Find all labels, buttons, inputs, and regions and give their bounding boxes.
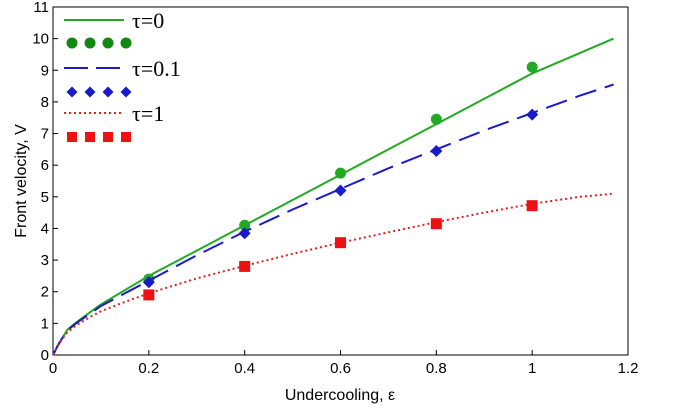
data-point-diamond (334, 184, 347, 197)
y-tick-label: 5 (41, 189, 49, 206)
x-tick-label: 0.2 (138, 360, 159, 377)
y-tick-label: 11 (33, 0, 49, 16)
legend-marker-diamond (66, 86, 78, 98)
series-layer (52, 37, 614, 356)
legend-marker-diamond (102, 86, 114, 98)
series-line-0 (52, 37, 614, 356)
data-point-diamond (238, 227, 251, 240)
data-point-diamond (526, 108, 539, 121)
y-axis-title: Front velocity, V (13, 124, 30, 238)
data-point-square (430, 218, 442, 230)
y-tick-label: 2 (41, 284, 49, 301)
legend-marker-diamond (120, 86, 132, 98)
x-axis: 0 0.2 0.4 0.6 0.8 1 1.2 (49, 350, 639, 377)
y-tick-label: 1 (41, 315, 49, 332)
legend-marker-circle (66, 37, 78, 49)
legend-marker-circle (84, 37, 96, 49)
data-point-circle (335, 167, 346, 179)
y-axis: 0 1 2 3 4 5 6 7 8 9 10 11 (32, 0, 58, 364)
x-tick-label: 0.6 (330, 360, 351, 377)
x-tick-label: 0.8 (426, 360, 447, 377)
y-tick-label: 8 (41, 94, 49, 111)
y-tick-label: 3 (41, 252, 49, 269)
legend-marker-square (103, 132, 113, 142)
legend-marker-circle (120, 37, 132, 49)
data-point-square (239, 260, 251, 272)
data-point-circle (430, 113, 442, 125)
x-tick-label: 0 (49, 360, 57, 377)
data-point-diamond (430, 144, 443, 157)
data-point-circle (239, 219, 251, 231)
legend-marker-circle (102, 37, 114, 49)
legend-marker-square (121, 132, 131, 142)
x-axis-title: Undercooling, ε (285, 387, 395, 404)
data-point-diamond (142, 276, 155, 289)
x-tick-label: 1 (528, 360, 536, 377)
y-tick-label: 0 (41, 347, 49, 364)
legend-label: τ=0 (132, 8, 164, 33)
legend-marker-square (85, 132, 95, 142)
legend-label: τ=0.1 (132, 56, 181, 81)
legend: τ=0 τ=0.1 τ=1 (64, 8, 181, 142)
y-tick-label: 10 (32, 31, 49, 48)
data-point-square (143, 289, 155, 301)
y-tick-label: 6 (41, 157, 49, 174)
legend-marker-square (67, 132, 77, 142)
data-point-circle (526, 61, 538, 73)
x-tick-label: 0.4 (234, 360, 255, 377)
data-point-square (526, 200, 538, 212)
data-point-square (335, 237, 346, 249)
legend-marker-diamond (84, 86, 96, 98)
legend-label: τ=1 (132, 101, 164, 126)
series-line-4 (52, 192, 614, 356)
y-tick-label: 4 (41, 220, 49, 237)
x-tick-label: 1.2 (618, 360, 639, 377)
y-tick-label: 7 (41, 126, 49, 143)
y-tick-label: 9 (41, 62, 49, 79)
